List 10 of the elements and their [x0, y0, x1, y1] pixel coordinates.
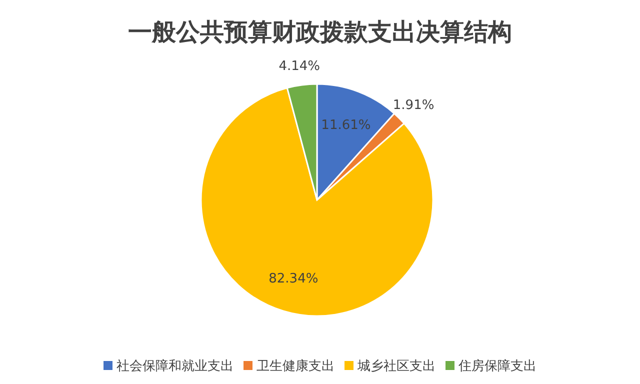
data-label: 82.34%: [268, 272, 318, 287]
legend-label: 社会保障和就业支出: [116, 359, 234, 374]
legend-label: 城乡社区支出: [356, 359, 436, 374]
legend-label: 住房保障支出: [458, 358, 536, 374]
pie-slice: [200, 87, 434, 317]
data-label: 4.14%: [278, 59, 320, 74]
legend-label: 卫生健康支出: [256, 359, 334, 374]
chart-title: 一般公共预算财政拨款支出决算结构: [128, 17, 512, 46]
data-label: 11.61%: [321, 118, 371, 134]
data-label: 1.91%: [392, 98, 434, 114]
